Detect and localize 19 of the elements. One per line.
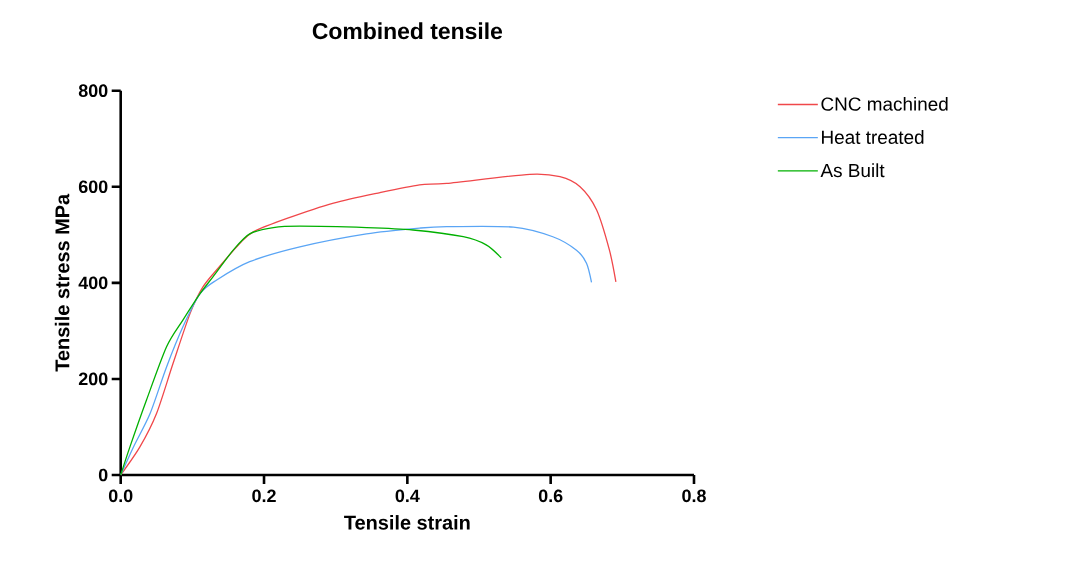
x-tick-label: 0.0 (108, 489, 133, 503)
x-tick-label: 0.8 (682, 489, 706, 503)
x-axis-title: Tensile strain (344, 515, 470, 530)
x-tick-label: 0.2 (252, 489, 276, 503)
x-tick-label: 0.6 (538, 489, 563, 503)
line-series (120, 225, 502, 476)
legend-label: CNC machined (821, 96, 948, 111)
chart-title: Combined tensile (312, 22, 503, 40)
legend-label: Heat treated (822, 130, 924, 144)
y-tick-label: 200 (78, 372, 108, 386)
line-series (120, 225, 593, 476)
y-tick-label: 0 (98, 468, 108, 482)
y-axis-title: Tensile stress MPa (54, 193, 70, 372)
line-series (120, 173, 617, 476)
y-tick-label: 400 (78, 276, 108, 290)
legend-label: As Built (820, 163, 885, 178)
y-tick-label: 800 (78, 84, 108, 98)
y-tick-label: 600 (78, 180, 108, 194)
x-tick-label: 0.4 (395, 489, 420, 503)
